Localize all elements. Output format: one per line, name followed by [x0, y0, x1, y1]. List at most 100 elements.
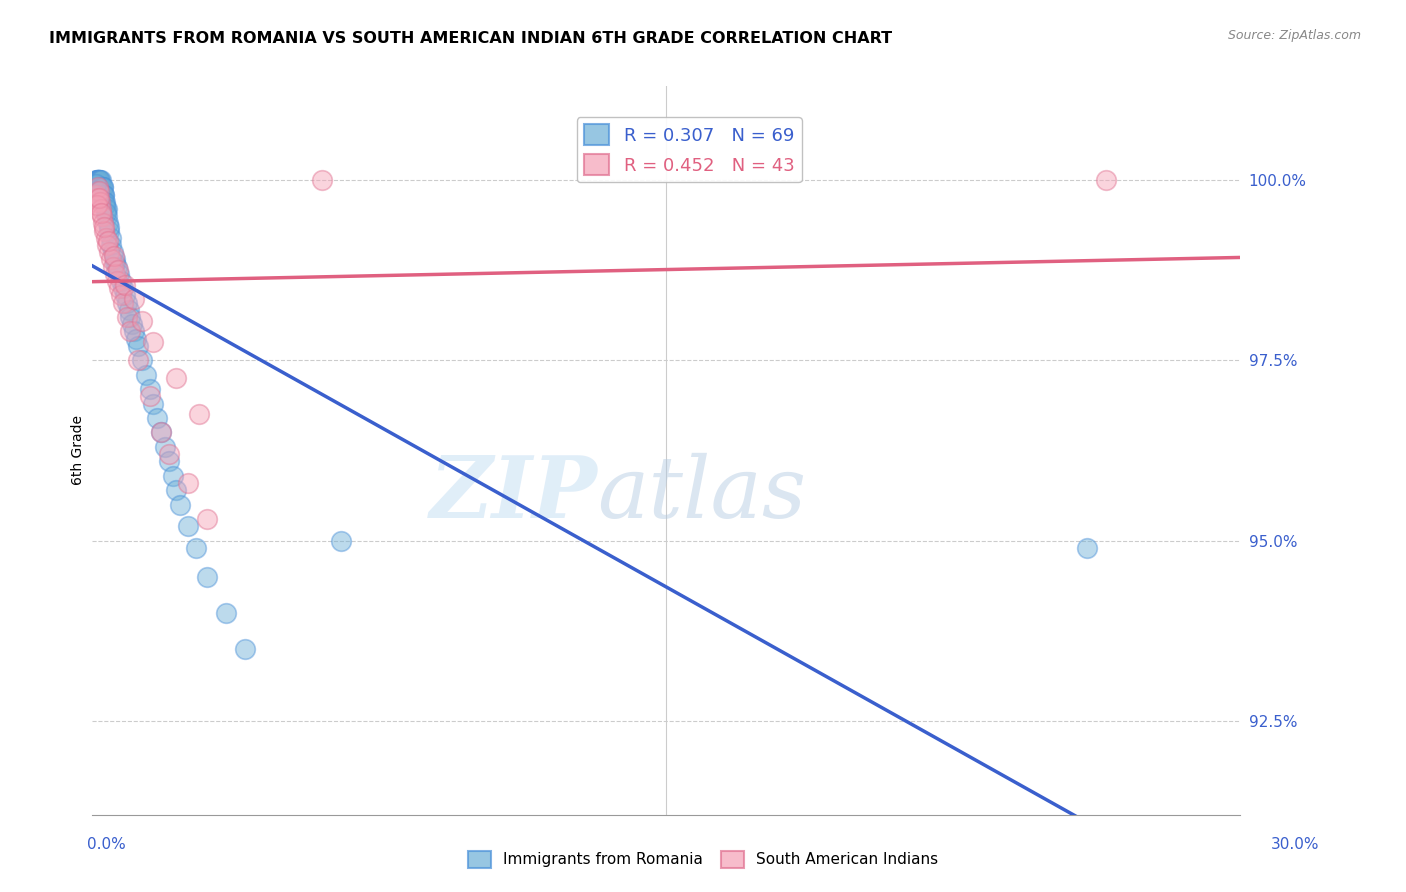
Point [127, 339, 149, 353]
Point [153, 440, 176, 454]
Point [86, 177, 108, 191]
Point [165, 483, 187, 497]
Point [89, 194, 111, 209]
Point [93, 187, 115, 202]
Point [138, 382, 160, 396]
Point [97, 219, 120, 234]
Point [114, 277, 136, 292]
Point [157, 454, 180, 468]
Point [96, 202, 118, 216]
Point [91, 187, 114, 202]
Point [157, 447, 180, 461]
Y-axis label: 6th Grade: 6th Grade [72, 416, 86, 485]
Point [94, 198, 117, 212]
Point [90, 180, 112, 194]
Point [188, 408, 211, 422]
Point [114, 288, 136, 302]
Point [96, 205, 118, 219]
Point [86, 191, 108, 205]
Legend: Immigrants from Romania, South American Indians: Immigrants from Romania, South American … [461, 845, 945, 873]
Point [98, 223, 121, 237]
Point [96, 209, 118, 223]
Point [142, 335, 165, 350]
Point [90, 180, 112, 194]
Point [87, 173, 110, 187]
Point [111, 281, 134, 295]
Point [93, 223, 115, 237]
Point [84, 180, 107, 194]
Point [86, 173, 108, 187]
Point [104, 256, 127, 270]
Point [120, 310, 142, 324]
Point [311, 173, 333, 187]
Point [103, 245, 125, 260]
Point [91, 180, 114, 194]
Point [233, 641, 256, 656]
Point [90, 180, 112, 194]
Point [111, 295, 134, 310]
Point [162, 468, 184, 483]
Point [90, 173, 112, 187]
Point [110, 274, 132, 288]
Point [108, 267, 131, 281]
Point [195, 512, 218, 526]
Point [115, 295, 138, 310]
Point [1076, 541, 1098, 555]
Point [91, 180, 114, 194]
Point [108, 281, 131, 295]
Point [169, 498, 191, 512]
Point [97, 216, 120, 230]
Point [86, 173, 108, 187]
Point [94, 231, 117, 245]
Point [89, 180, 111, 194]
Point [98, 245, 121, 260]
Point [131, 314, 153, 328]
Point [107, 263, 129, 277]
Point [104, 267, 127, 281]
Point [100, 252, 122, 267]
Point [105, 260, 128, 274]
Point [115, 310, 138, 324]
Point [86, 198, 108, 212]
Point [89, 173, 111, 187]
Point [94, 202, 117, 216]
Text: IMMIGRANTS FROM ROMANIA VS SOUTH AMERICAN INDIAN 6TH GRADE CORRELATION CHART: IMMIGRANTS FROM ROMANIA VS SOUTH AMERICA… [49, 31, 893, 46]
Point [87, 173, 110, 187]
Point [195, 569, 218, 583]
Point [96, 238, 118, 252]
Point [87, 173, 110, 187]
Point [138, 389, 160, 403]
Point [117, 302, 139, 317]
Point [93, 219, 115, 234]
Point [89, 173, 111, 187]
Point [121, 318, 143, 332]
Point [110, 288, 132, 302]
Point [184, 541, 207, 555]
Point [124, 292, 146, 306]
Point [142, 396, 165, 410]
Point [150, 425, 173, 440]
Point [87, 173, 110, 187]
Point [97, 235, 120, 249]
Text: 0.0%: 0.0% [87, 838, 127, 852]
Point [103, 260, 125, 274]
Point [84, 187, 107, 202]
Point [165, 371, 187, 385]
Point [104, 252, 127, 267]
Point [87, 191, 110, 205]
Text: Source: ZipAtlas.com: Source: ZipAtlas.com [1227, 29, 1361, 42]
Point [105, 274, 128, 288]
Point [150, 425, 173, 440]
Point [87, 184, 110, 198]
Point [87, 180, 110, 194]
Point [94, 194, 117, 209]
Point [125, 332, 148, 346]
Point [91, 187, 114, 202]
Point [93, 194, 115, 209]
Point [100, 231, 122, 245]
Point [1095, 173, 1118, 187]
Point [91, 216, 114, 230]
Point [146, 411, 169, 425]
Point [135, 368, 157, 382]
Text: ZIP: ZIP [429, 452, 598, 536]
